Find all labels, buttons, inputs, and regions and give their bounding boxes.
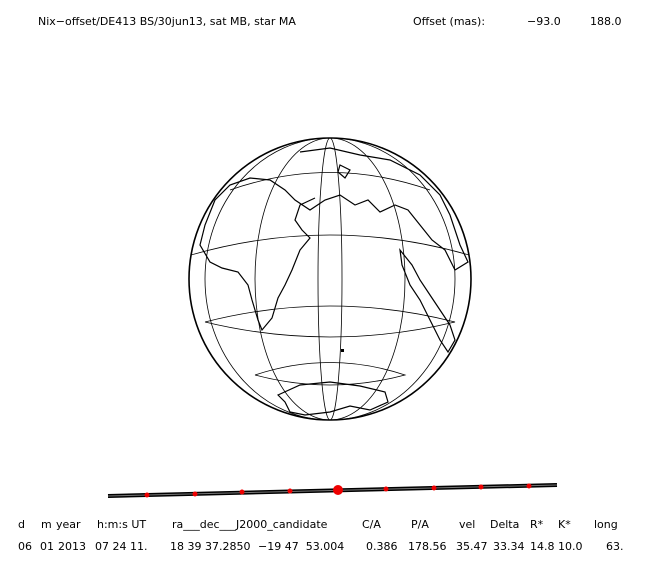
offset-value: 188.0	[590, 15, 622, 28]
title: Nix−offset/DE413 BS/30jun13, sat MB, sta…	[38, 15, 296, 28]
column-header: ra___dec___J2000_candidate	[172, 518, 328, 531]
table-cell: 14.8	[530, 540, 555, 553]
table-cell: 18 39 37.2850	[170, 540, 250, 553]
column-header: C/A	[362, 518, 381, 531]
column-header: Delta	[490, 518, 519, 531]
event-table: d m year h:m:s UT ra___dec___J2000_candidate…	[18, 518, 624, 553]
table-cell: 178.56	[408, 540, 447, 553]
table-cell: 35.47	[456, 540, 488, 553]
table-cell: 0.386	[366, 540, 398, 553]
table-cell: 06	[18, 540, 32, 553]
table-cell: −19 47 53.004	[258, 540, 344, 553]
table-cell: 33.34	[493, 540, 525, 553]
column-header: m	[41, 518, 52, 531]
column-header: h:m:s UT	[97, 518, 146, 531]
column-header: P/A	[411, 518, 429, 531]
column-header: d	[18, 518, 25, 531]
table-cell: 10.0	[558, 540, 583, 553]
table-cell: 01	[40, 540, 54, 553]
offset-value: −93.0	[527, 15, 561, 28]
table-cell: 2013	[58, 540, 86, 553]
column-header: K*	[558, 518, 571, 531]
offset-label: Offset (mas):	[413, 15, 485, 28]
column-header: R*	[530, 518, 544, 531]
table-cell: 63.	[606, 540, 624, 553]
column-header: long	[594, 518, 618, 531]
occultation-track	[107, 483, 558, 498]
table-cell: 07 24 11.	[95, 540, 147, 553]
globe	[188, 137, 472, 421]
column-header: year	[56, 518, 81, 531]
column-header: vel	[459, 518, 475, 531]
